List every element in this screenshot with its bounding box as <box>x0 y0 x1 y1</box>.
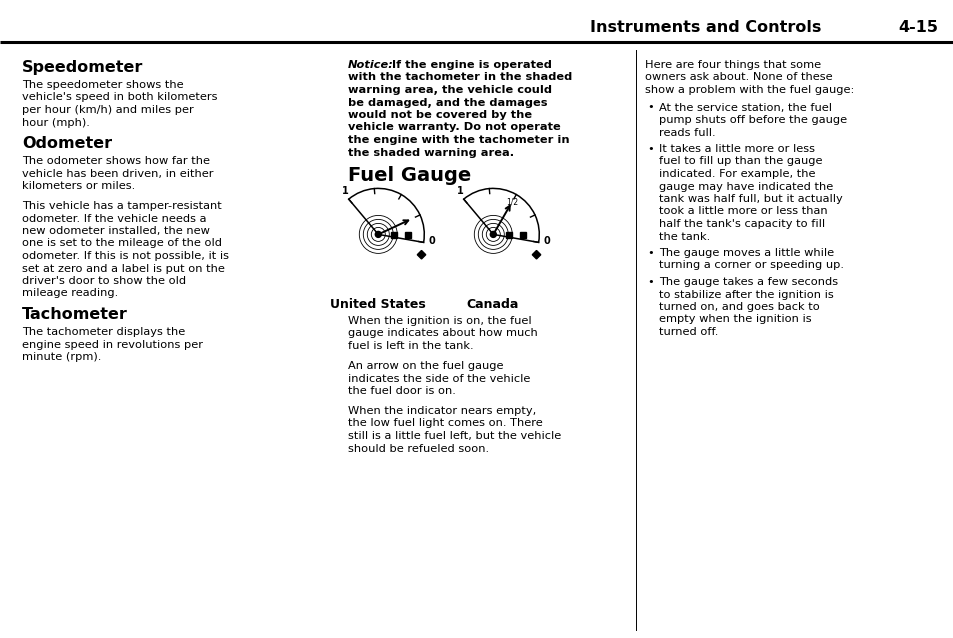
Text: the shaded warning area.: the shaded warning area. <box>348 147 514 158</box>
Text: the low fuel light comes on. There: the low fuel light comes on. There <box>348 419 542 429</box>
Text: Fuel Gauge: Fuel Gauge <box>348 166 471 185</box>
Text: took a little more or less than: took a little more or less than <box>659 207 827 216</box>
Text: would not be covered by the: would not be covered by the <box>348 110 532 120</box>
Text: 1/2: 1/2 <box>505 198 517 207</box>
Circle shape <box>490 232 496 237</box>
Wedge shape <box>463 188 538 242</box>
Text: empty when the ignition is: empty when the ignition is <box>659 315 811 325</box>
Text: 0: 0 <box>428 236 435 246</box>
Text: minute (rpm).: minute (rpm). <box>22 352 101 362</box>
Text: At the service station, the fuel: At the service station, the fuel <box>659 103 831 112</box>
Text: the engine with the tachometer in: the engine with the tachometer in <box>348 135 569 145</box>
Text: Here are four things that some: Here are four things that some <box>644 60 821 70</box>
Circle shape <box>375 232 381 237</box>
Bar <box>405 232 411 239</box>
Text: half the tank's capacity to fill: half the tank's capacity to fill <box>659 219 824 229</box>
Text: fuel is left in the tank.: fuel is left in the tank. <box>348 341 473 351</box>
Text: This vehicle has a tamper-resistant: This vehicle has a tamper-resistant <box>22 201 221 211</box>
Text: turned on, and goes back to: turned on, and goes back to <box>659 302 819 312</box>
Text: odometer. If the vehicle needs a: odometer. If the vehicle needs a <box>22 214 206 223</box>
Text: indicates the side of the vehicle: indicates the side of the vehicle <box>348 373 530 383</box>
Text: show a problem with the fuel gauge:: show a problem with the fuel gauge: <box>644 85 854 95</box>
Text: Speedometer: Speedometer <box>22 60 143 75</box>
Text: If the engine is operated: If the engine is operated <box>384 60 552 70</box>
Wedge shape <box>349 188 424 242</box>
Text: •: • <box>646 103 653 112</box>
Text: •: • <box>646 248 653 258</box>
Text: Tachometer: Tachometer <box>22 307 128 322</box>
Text: driver's door to show the old: driver's door to show the old <box>22 276 186 286</box>
Text: pump shuts off before the gauge: pump shuts off before the gauge <box>659 115 846 125</box>
Text: Canada: Canada <box>466 298 518 311</box>
Text: the tank.: the tank. <box>659 232 709 242</box>
Text: one is set to the mileage of the old: one is set to the mileage of the old <box>22 239 222 248</box>
Text: tank was half full, but it actually: tank was half full, but it actually <box>659 194 841 204</box>
Text: turned off.: turned off. <box>659 327 718 337</box>
Text: Odometer: Odometer <box>22 136 112 151</box>
Text: reads full.: reads full. <box>659 128 715 138</box>
Text: gauge may have indicated the: gauge may have indicated the <box>659 181 832 191</box>
Text: gauge indicates about how much: gauge indicates about how much <box>348 329 537 339</box>
Text: vehicle warranty. Do not operate: vehicle warranty. Do not operate <box>348 122 560 133</box>
Text: Instruments and Controls: Instruments and Controls <box>589 20 821 36</box>
Text: still is a little fuel left, but the vehicle: still is a little fuel left, but the veh… <box>348 431 560 441</box>
Text: warning area, the vehicle could: warning area, the vehicle could <box>348 85 552 95</box>
Text: kilometers or miles.: kilometers or miles. <box>22 181 135 191</box>
Text: When the ignition is on, the fuel: When the ignition is on, the fuel <box>348 316 531 326</box>
Text: 1: 1 <box>456 186 464 197</box>
Text: fuel to fill up than the gauge: fuel to fill up than the gauge <box>659 156 821 167</box>
Text: When the indicator nears empty,: When the indicator nears empty, <box>348 406 536 416</box>
Text: vehicle has been driven, in either: vehicle has been driven, in either <box>22 168 213 179</box>
Text: mileage reading.: mileage reading. <box>22 288 118 299</box>
Text: odometer. If this is not possible, it is: odometer. If this is not possible, it is <box>22 251 229 261</box>
Text: vehicle's speed in both kilometers: vehicle's speed in both kilometers <box>22 93 217 103</box>
Text: 0: 0 <box>543 236 550 246</box>
Text: The odometer shows how far the: The odometer shows how far the <box>22 156 210 166</box>
Text: set at zero and a label is put on the: set at zero and a label is put on the <box>22 263 225 274</box>
Text: new odometer installed, the new: new odometer installed, the new <box>22 226 210 236</box>
Text: owners ask about. None of these: owners ask about. None of these <box>644 73 832 82</box>
Text: •: • <box>646 277 653 287</box>
Text: The gauge moves a little while: The gauge moves a little while <box>659 248 833 258</box>
Text: United States: United States <box>330 298 425 311</box>
Bar <box>532 251 540 259</box>
Text: It takes a little more or less: It takes a little more or less <box>659 144 814 154</box>
Text: the fuel door is on.: the fuel door is on. <box>348 386 456 396</box>
Text: •: • <box>646 144 653 154</box>
Text: engine speed in revolutions per: engine speed in revolutions per <box>22 339 203 350</box>
Bar <box>416 251 425 259</box>
Bar <box>519 232 526 239</box>
Text: An arrow on the fuel gauge: An arrow on the fuel gauge <box>348 361 503 371</box>
Text: 1: 1 <box>342 186 349 197</box>
Text: with the tachometer in the shaded: with the tachometer in the shaded <box>348 73 572 82</box>
Bar <box>506 232 512 238</box>
Text: Notice:: Notice: <box>348 60 394 70</box>
Text: turning a corner or speeding up.: turning a corner or speeding up. <box>659 260 843 271</box>
Text: to stabilize after the ignition is: to stabilize after the ignition is <box>659 290 833 299</box>
Text: should be refueled soon.: should be refueled soon. <box>348 443 489 454</box>
Text: indicated. For example, the: indicated. For example, the <box>659 169 815 179</box>
Text: The gauge takes a few seconds: The gauge takes a few seconds <box>659 277 838 287</box>
Bar <box>391 232 397 238</box>
Text: per hour (km/h) and miles per: per hour (km/h) and miles per <box>22 105 193 115</box>
Text: hour (mph).: hour (mph). <box>22 117 90 128</box>
Text: be damaged, and the damages: be damaged, and the damages <box>348 98 547 107</box>
Text: 4-15: 4-15 <box>897 20 937 36</box>
Text: The speedometer shows the: The speedometer shows the <box>22 80 183 90</box>
Text: The tachometer displays the: The tachometer displays the <box>22 327 185 337</box>
